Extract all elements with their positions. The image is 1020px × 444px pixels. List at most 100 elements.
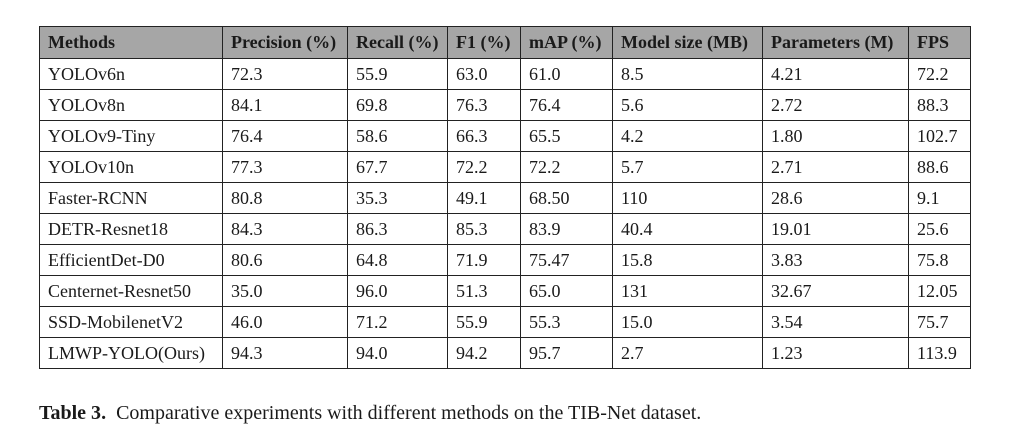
header-row: Methods Precision (%) Recall (%) F1 (%) mAP … (39, 26, 971, 59)
value-cell: 40.4 (612, 213, 763, 245)
value-cell: 55.3 (520, 306, 613, 338)
method-name-cell: YOLOv6n (39, 58, 223, 90)
value-cell: 67.7 (347, 151, 448, 183)
value-cell: 12.05 (908, 275, 971, 307)
value-cell: 49.1 (447, 182, 521, 214)
value-cell: 2.7 (612, 337, 763, 369)
method-name-cell: YOLOv8n (39, 89, 223, 121)
column-header: Precision (%) (222, 26, 348, 59)
value-cell: 15.0 (612, 306, 763, 338)
value-cell: 72.2 (520, 151, 613, 183)
value-cell: 35.0 (222, 275, 348, 307)
column-header: Model size (MB) (612, 26, 763, 59)
value-cell: 51.3 (447, 275, 521, 307)
column-header: mAP (%) (520, 26, 613, 59)
value-cell: 76.4 (520, 89, 613, 121)
value-cell: 9.1 (908, 182, 971, 214)
value-cell: 131 (612, 275, 763, 307)
value-cell: 63.0 (447, 58, 521, 90)
value-cell: 94.0 (347, 337, 448, 369)
column-header: F1 (%) (447, 26, 521, 59)
value-cell: 66.3 (447, 120, 521, 152)
value-cell: 80.8 (222, 182, 348, 214)
value-cell: 76.4 (222, 120, 348, 152)
caption-text: Comparative experiments with different m… (116, 402, 702, 424)
value-cell: 28.6 (762, 182, 909, 214)
value-cell: 75.47 (520, 244, 613, 276)
value-cell: 35.3 (347, 182, 448, 214)
caption-label: Table 3. (39, 402, 107, 424)
table-row: LMWP-YOLO(Ours) 94.3 94.0 94.2 95.7 2.7 1.23 11… (39, 337, 971, 369)
method-name-cell: EfficientDet-D0 (39, 244, 223, 276)
value-cell: 55.9 (347, 58, 448, 90)
value-cell: 75.7 (908, 306, 971, 338)
value-cell: 32.67 (762, 275, 909, 307)
value-cell: 80.6 (222, 244, 348, 276)
value-cell: 61.0 (520, 58, 613, 90)
method-name-cell: YOLOv9-Tiny (39, 120, 223, 152)
value-cell: 1.23 (762, 337, 909, 369)
method-name-cell: Faster-RCNN (39, 182, 223, 214)
value-cell: 85.3 (447, 213, 521, 245)
method-name-cell: SSD-MobilenetV2 (39, 306, 223, 338)
value-cell: 83.9 (520, 213, 613, 245)
value-cell: 84.3 (222, 213, 348, 245)
method-name-cell: DETR-Resnet18 (39, 213, 223, 245)
value-cell: 55.9 (447, 306, 521, 338)
table-row: YOLOv9-Tiny 76.4 58.6 66.3 65.5 4.2 1.80 102.7 (39, 120, 971, 152)
table-row: YOLOv6n 72.3 55.9 63.0 61.0 8.5 4.21 72.2 (39, 58, 971, 90)
table-row: Centernet-Resnet50 35.0 96.0 51.3 65.0 131 32.… (39, 275, 971, 307)
value-cell: 71.2 (347, 306, 448, 338)
table-row: EfficientDet-D0 80.6 64.8 71.9 75.47 15.8 3.83… (39, 244, 971, 276)
table-row: SSD-MobilenetV2 46.0 71.2 55.9 55.3 15.0 3.54 7… (39, 306, 971, 338)
value-cell: 88.6 (908, 151, 971, 183)
method-name-cell: LMWP-YOLO(Ours) (39, 337, 223, 369)
value-cell: 65.5 (520, 120, 613, 152)
value-cell: 77.3 (222, 151, 348, 183)
value-cell: 71.9 (447, 244, 521, 276)
value-cell: 72.2 (447, 151, 521, 183)
value-cell: 58.6 (347, 120, 448, 152)
value-cell: 4.2 (612, 120, 763, 152)
value-cell: 94.3 (222, 337, 348, 369)
table-caption: Table 3. Comparative experiments with di… (39, 402, 701, 425)
value-cell: 68.50 (520, 182, 613, 214)
table-row: YOLOv10n 77.3 67.7 72.2 72.2 5.7 2.71 88.6 (39, 151, 971, 183)
value-cell: 64.8 (347, 244, 448, 276)
table-body: YOLOv6n 72.3 55.9 63.0 61.0 8.5 4.21 72.2 YOLOv8… (39, 58, 971, 369)
value-cell: 69.8 (347, 89, 448, 121)
value-cell: 1.80 (762, 120, 909, 152)
table-row: Faster-RCNN 80.8 35.3 49.1 68.50 110 28.6 9.1 (39, 182, 971, 214)
method-name-cell: Centernet-Resnet50 (39, 275, 223, 307)
value-cell: 110 (612, 182, 763, 214)
value-cell: 76.3 (447, 89, 521, 121)
column-header: Methods (39, 26, 223, 59)
value-cell: 25.6 (908, 213, 971, 245)
value-cell: 2.72 (762, 89, 909, 121)
comparison-table: Methods Precision (%) Recall (%) F1 (%) mAP … (39, 26, 971, 369)
value-cell: 4.21 (762, 58, 909, 90)
value-cell: 3.83 (762, 244, 909, 276)
column-header: Parameters (M) (762, 26, 909, 59)
value-cell: 15.8 (612, 244, 763, 276)
value-cell: 19.01 (762, 213, 909, 245)
value-cell: 72.3 (222, 58, 348, 90)
value-cell: 3.54 (762, 306, 909, 338)
value-cell: 75.8 (908, 244, 971, 276)
table-row: DETR-Resnet18 84.3 86.3 85.3 83.9 40.4 19.01 25… (39, 213, 971, 245)
method-name-cell: YOLOv10n (39, 151, 223, 183)
value-cell: 95.7 (520, 337, 613, 369)
value-cell: 8.5 (612, 58, 763, 90)
value-cell: 86.3 (347, 213, 448, 245)
table-row: YOLOv8n 84.1 69.8 76.3 76.4 5.6 2.72 88.3 (39, 89, 971, 121)
value-cell: 113.9 (908, 337, 971, 369)
value-cell: 94.2 (447, 337, 521, 369)
value-cell: 5.6 (612, 89, 763, 121)
column-header: FPS (908, 26, 971, 59)
value-cell: 2.71 (762, 151, 909, 183)
value-cell: 65.0 (520, 275, 613, 307)
value-cell: 46.0 (222, 306, 348, 338)
table-header: Methods Precision (%) Recall (%) F1 (%) mAP … (39, 26, 971, 59)
value-cell: 5.7 (612, 151, 763, 183)
column-header: Recall (%) (347, 26, 448, 59)
